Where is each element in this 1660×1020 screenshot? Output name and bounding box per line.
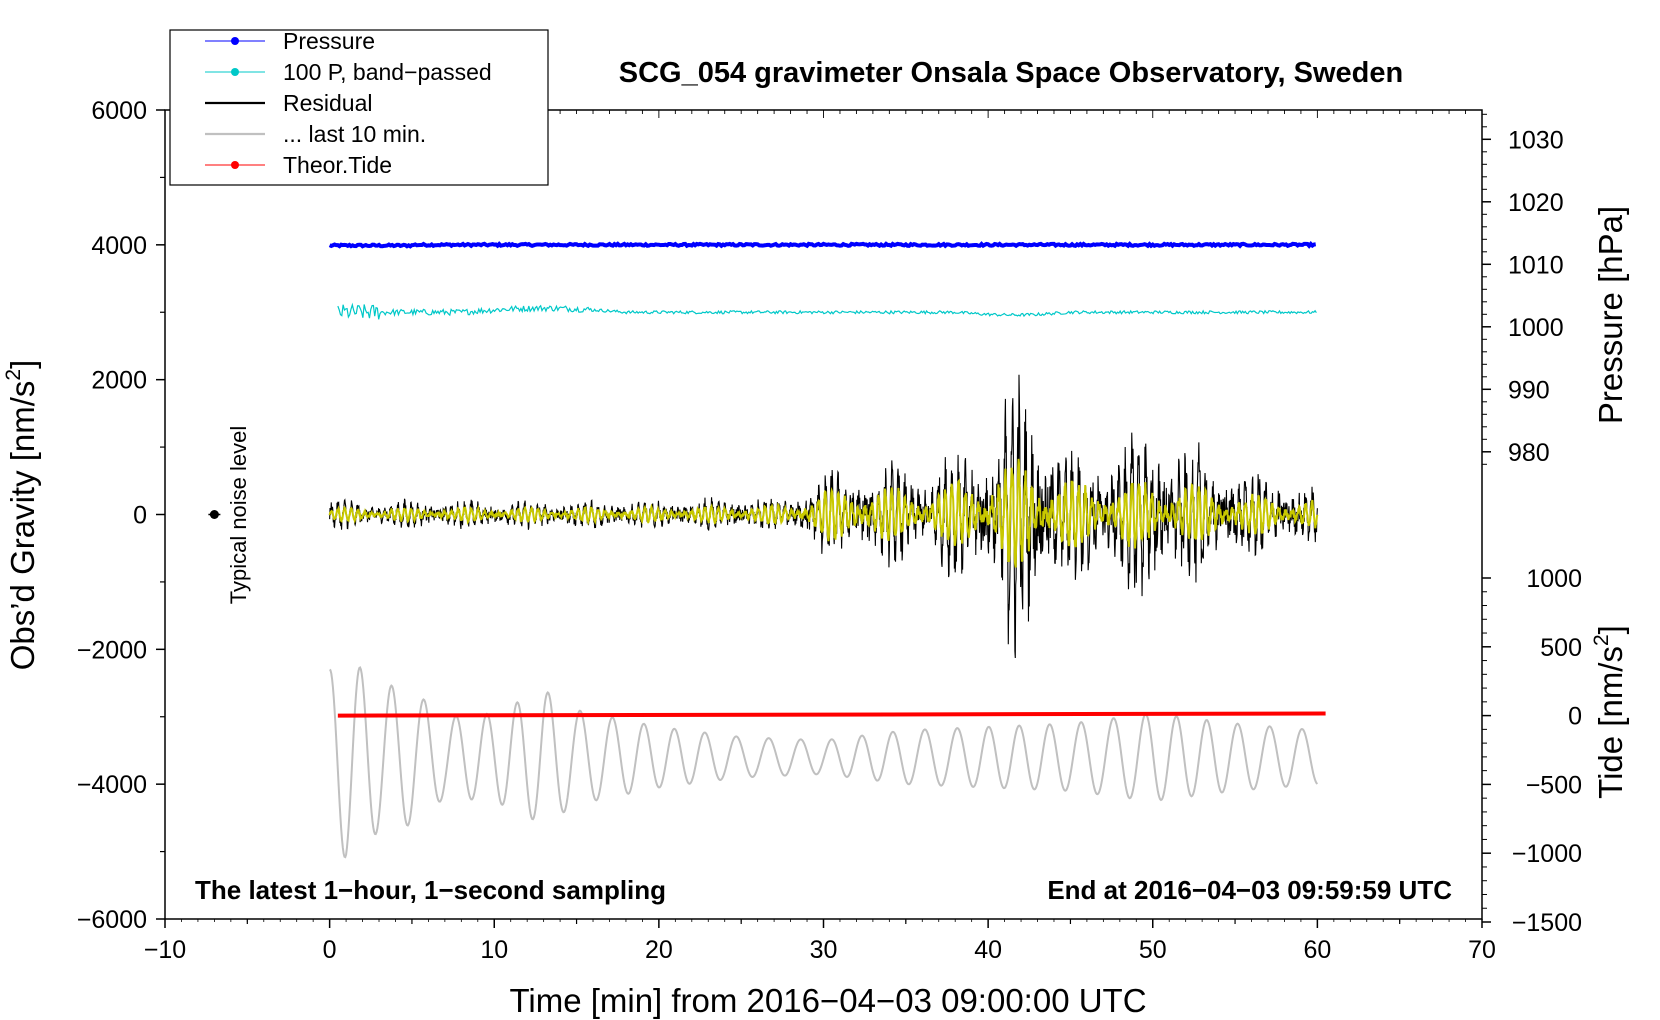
y-tick-label: 6000 bbox=[91, 97, 147, 125]
tide-tick-label: 500 bbox=[1540, 634, 1582, 662]
legend-label: 100 P, band−passed bbox=[283, 59, 492, 85]
noise-level-label: Typical noise level bbox=[226, 426, 251, 605]
noise-dot bbox=[209, 510, 219, 519]
pressure-axis-ticks: 980 990 1000 1010 1020 1030 bbox=[1482, 113, 1564, 467]
theor-tide-line bbox=[337, 711, 1326, 718]
y-tick-label: −2000 bbox=[77, 636, 147, 664]
x-tick-label: 40 bbox=[974, 936, 1002, 964]
y-tick-label: 2000 bbox=[91, 367, 147, 395]
tide-axis-label-close: ] bbox=[1592, 625, 1629, 634]
pressure-axis-label: Pressure [hPa] bbox=[1592, 206, 1629, 424]
tide-tick-label: −1500 bbox=[1512, 909, 1582, 937]
noise-level-marker bbox=[208, 510, 221, 519]
tide-axis-ticks: −1500 −1000 −500 0 500 1000 bbox=[1482, 565, 1582, 937]
y-tick-label: −6000 bbox=[77, 906, 147, 934]
legend-box bbox=[169, 29, 549, 186]
residual-bandpass-line bbox=[328, 458, 1319, 568]
y-tick-label: −4000 bbox=[77, 771, 147, 799]
y-left-axis-ticks: −6000 −4000 −2000 0 2000 4000 6000 bbox=[77, 97, 165, 934]
legend-label: Pressure bbox=[283, 28, 375, 54]
x-tick-label: 20 bbox=[645, 936, 673, 964]
pressure-tick-label: 1000 bbox=[1508, 314, 1564, 342]
legend: Pressure 100 P, band−passed Residual ... la… bbox=[169, 28, 549, 186]
legend-label: ... last 10 min. bbox=[283, 121, 426, 147]
last-10-min-line bbox=[329, 666, 1319, 859]
tide-axis-label-sup: 2 bbox=[1590, 634, 1613, 646]
end-time-note: End at 2016−04−03 09:59:59 UTC bbox=[1047, 875, 1452, 905]
pressure-tick-label: 1020 bbox=[1508, 189, 1564, 217]
y-tick-label: 4000 bbox=[91, 232, 147, 260]
bandpassed-pressure-line bbox=[337, 302, 1317, 320]
x-tick-label: 70 bbox=[1468, 936, 1496, 964]
chart-title: SCG_054 gravimeter Onsala Space Observat… bbox=[619, 57, 1403, 89]
tide-tick-label: −1000 bbox=[1512, 840, 1582, 868]
y-tick-label: 0 bbox=[133, 502, 147, 530]
tide-tick-label: 0 bbox=[1568, 703, 1582, 731]
legend-label: Residual bbox=[283, 90, 373, 116]
legend-label: Theor.Tide bbox=[283, 152, 392, 178]
x-tick-label: 10 bbox=[480, 936, 508, 964]
pressure-tick-label: 1030 bbox=[1508, 126, 1564, 154]
legend-swatch-dot bbox=[231, 161, 239, 169]
x-tick-label: −10 bbox=[144, 936, 186, 964]
tide-tick-label: −500 bbox=[1526, 771, 1582, 799]
legend-swatch-dot bbox=[231, 37, 239, 45]
tide-tick-label: 1000 bbox=[1526, 565, 1582, 593]
x-axis-ticks: −10 0 10 20 30 40 50 60 70 bbox=[144, 919, 1496, 964]
y-left-axis-label-base: Obs’d Gravity [nm/s bbox=[4, 381, 41, 671]
x-tick-label: 0 bbox=[323, 936, 337, 964]
x-tick-label: 60 bbox=[1303, 936, 1331, 964]
tide-axis-label: Tide [nm/s2] bbox=[1590, 625, 1629, 799]
y-left-axis-label-sup: 2 bbox=[2, 369, 25, 381]
pressure-tick-label: 990 bbox=[1508, 376, 1550, 404]
series-group bbox=[328, 240, 1326, 859]
tide-axis-label-base: Tide [nm/s bbox=[1592, 646, 1629, 799]
sampling-note: The latest 1−hour, 1−second sampling bbox=[195, 875, 666, 905]
x-tick-label: 50 bbox=[1139, 936, 1167, 964]
y-left-axis-label: Obs’d Gravity [nm/s2] bbox=[2, 360, 41, 671]
y-left-axis-label-close: ] bbox=[4, 360, 41, 369]
pressure-tick-label: 980 bbox=[1508, 439, 1550, 467]
x-tick-label: 30 bbox=[810, 936, 838, 964]
legend-entries: Pressure 100 P, band−passed Residual ... la… bbox=[205, 28, 492, 178]
pressure-tick-label: 1010 bbox=[1508, 251, 1564, 279]
x-axis-label: Time [min] from 2016−04−03 09:00:00 UTC bbox=[509, 982, 1146, 1019]
legend-swatch-dot bbox=[231, 68, 239, 76]
pressure-line bbox=[328, 240, 1317, 249]
